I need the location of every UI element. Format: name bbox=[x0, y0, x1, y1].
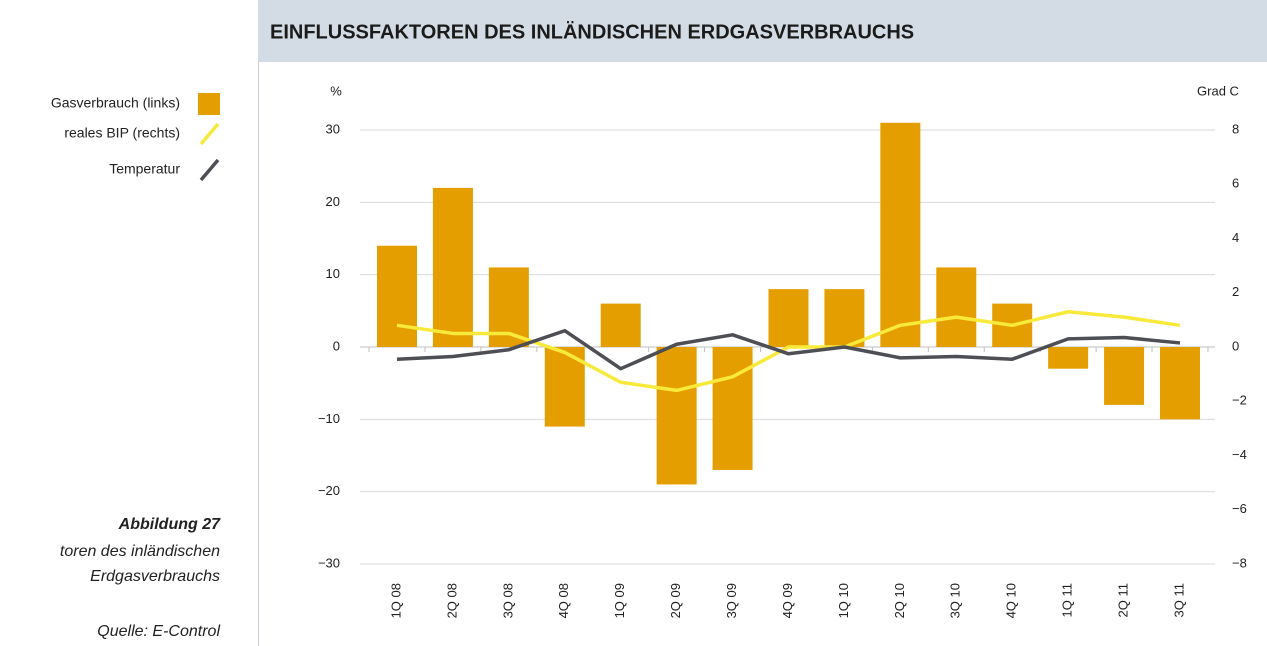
x-tick-label: 2Q 09 bbox=[668, 583, 683, 618]
bar bbox=[377, 245, 417, 347]
y2-axis-label: Grad C bbox=[1197, 83, 1239, 98]
y2-tick-label: −6 bbox=[1232, 501, 1247, 516]
figure-number: Abbildung 27 bbox=[118, 516, 221, 533]
x-tick-label: 4Q 09 bbox=[780, 583, 795, 618]
y2-tick-label: 4 bbox=[1232, 230, 1239, 245]
y-tick-label: −30 bbox=[318, 555, 340, 570]
chart-title: EINFLUSSFAKTOREN DES INLÄNDISCHEN ERDGAS… bbox=[270, 20, 914, 43]
x-tick-label: 2Q 08 bbox=[444, 583, 459, 618]
bar bbox=[1104, 347, 1145, 405]
y-axis-label: % bbox=[330, 83, 342, 98]
bar bbox=[712, 347, 753, 470]
x-tick-label: 3Q 11 bbox=[1171, 583, 1186, 617]
x-tick-label: 1Q 09 bbox=[612, 583, 627, 618]
y2-tick-label: −8 bbox=[1232, 555, 1247, 570]
legend-label: Temperatur bbox=[109, 161, 180, 177]
y-tick-label: 10 bbox=[326, 266, 340, 281]
bar bbox=[600, 303, 641, 347]
x-tick-label: 2Q 11 bbox=[1116, 583, 1131, 617]
y-tick-label: −10 bbox=[318, 411, 340, 426]
bar bbox=[824, 289, 865, 347]
x-tick-label: 4Q 08 bbox=[556, 583, 571, 618]
legend-swatch bbox=[199, 122, 220, 146]
y2-tick-label: 6 bbox=[1232, 176, 1239, 191]
y-tick-label: 20 bbox=[326, 194, 340, 209]
y-tick-label: 30 bbox=[326, 121, 340, 136]
x-tick-label: 3Q 08 bbox=[500, 583, 515, 618]
bar bbox=[656, 347, 697, 485]
y-tick-label: 0 bbox=[333, 338, 340, 353]
y-tick-label: −20 bbox=[318, 483, 340, 498]
x-tick-label: 3Q 10 bbox=[948, 583, 963, 618]
legend-label: reales BIP (rechts) bbox=[64, 125, 180, 141]
bar bbox=[936, 267, 977, 347]
bar bbox=[880, 122, 921, 348]
bar bbox=[432, 187, 473, 347]
x-tick-label: 1Q 11 bbox=[1060, 583, 1075, 617]
line bbox=[396, 328, 1181, 371]
bar bbox=[1160, 347, 1200, 420]
y2-tick-label: −4 bbox=[1232, 447, 1247, 462]
figure-source: Quelle: E-Control bbox=[97, 623, 220, 640]
legend-label: Gasverbrauch (links) bbox=[51, 95, 180, 111]
legend-swatch bbox=[199, 158, 220, 182]
bar bbox=[1048, 347, 1089, 369]
figure-caption: toren des inländischen bbox=[60, 543, 220, 560]
x-tick-label: 2Q 10 bbox=[892, 583, 907, 618]
y2-tick-label: 2 bbox=[1232, 284, 1239, 299]
x-tick-label: 1Q 10 bbox=[836, 583, 851, 618]
y2-tick-label: −2 bbox=[1232, 393, 1247, 408]
figure-caption: Erdgasverbrauchs bbox=[90, 568, 220, 585]
bar bbox=[768, 289, 809, 347]
line bbox=[396, 309, 1181, 393]
x-tick-label: 3Q 09 bbox=[724, 583, 739, 618]
header-band bbox=[258, 0, 1267, 62]
y2-tick-label: 0 bbox=[1232, 338, 1239, 353]
y2-tick-label: 8 bbox=[1232, 121, 1239, 136]
legend-swatch bbox=[198, 93, 220, 115]
x-tick-label: 4Q 10 bbox=[1004, 583, 1019, 618]
x-tick-label: 1Q 08 bbox=[388, 583, 403, 618]
